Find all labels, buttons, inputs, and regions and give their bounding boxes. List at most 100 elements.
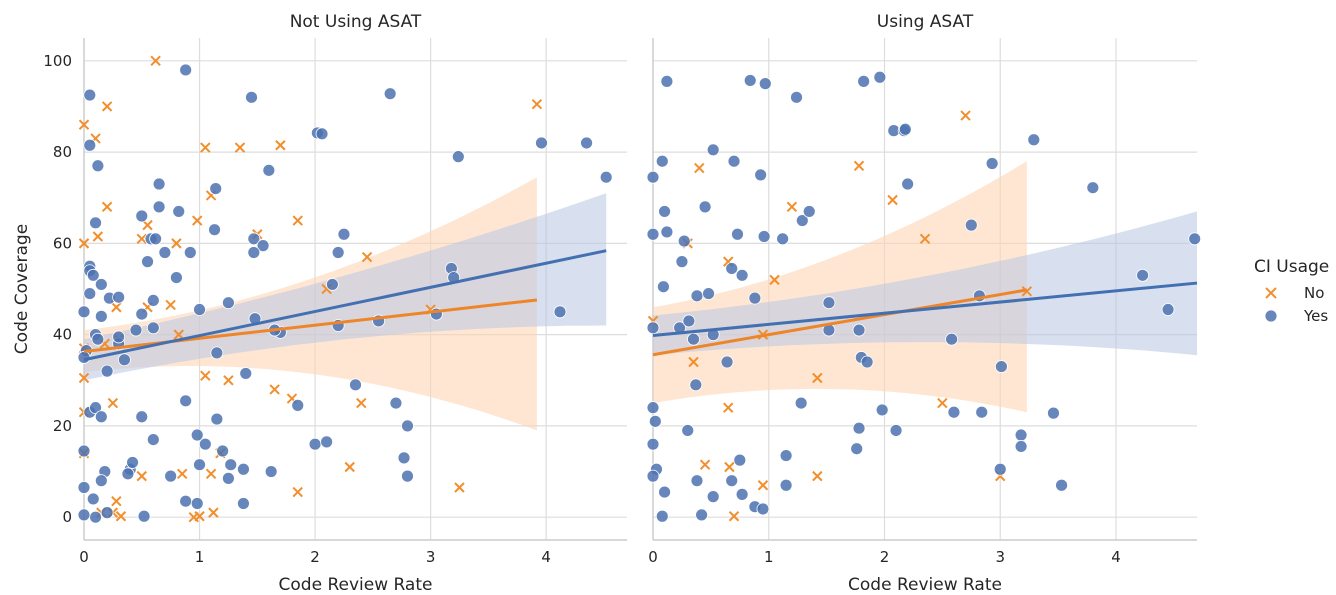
- point-yes: [222, 296, 235, 310]
- point-yes: [100, 506, 114, 520]
- point-yes: [1055, 478, 1068, 492]
- point-yes: [646, 401, 660, 415]
- point-yes: [860, 355, 874, 369]
- point-yes: [331, 246, 345, 259]
- point-yes: [83, 138, 97, 152]
- y-axis-label: Code Coverage: [12, 224, 32, 354]
- point-no: [150, 55, 161, 67]
- point-yes: [158, 246, 172, 259]
- point-no: [275, 140, 286, 151]
- point-yes: [660, 225, 674, 239]
- y-tick-label: 0: [62, 508, 72, 526]
- point-yes: [401, 469, 414, 483]
- point-yes: [889, 424, 903, 437]
- y-tick-label: 100: [43, 52, 72, 70]
- point-yes: [658, 485, 671, 499]
- point-no: [361, 251, 373, 263]
- point-yes: [648, 414, 662, 428]
- point-yes: [1014, 440, 1028, 453]
- legend-title: CI Usage: [1254, 257, 1329, 277]
- point-no: [107, 397, 119, 409]
- point-no: [101, 201, 113, 213]
- y-tick-label: 60: [53, 234, 72, 252]
- x-tick-label: 3: [995, 548, 1005, 566]
- point-yes: [91, 159, 105, 173]
- point-yes: [945, 332, 959, 346]
- point-yes: [748, 291, 762, 305]
- point-yes: [224, 458, 238, 472]
- point-yes: [245, 90, 258, 104]
- legend-marker-no: [1265, 287, 1277, 299]
- point-yes: [89, 401, 102, 415]
- point-yes: [646, 227, 660, 241]
- point-yes: [802, 205, 816, 218]
- point-yes: [735, 487, 749, 501]
- point-yes: [655, 509, 669, 523]
- point-yes: [706, 143, 720, 157]
- point-no: [111, 302, 122, 313]
- point-no: [757, 480, 769, 491]
- point-yes: [389, 396, 403, 410]
- confidence-band-yes: [653, 211, 1197, 356]
- point-yes: [857, 74, 871, 88]
- point-yes: [720, 355, 734, 369]
- point-no: [728, 511, 740, 522]
- point-no: [92, 231, 104, 242]
- point-yes: [852, 421, 866, 435]
- point-yes: [733, 453, 747, 467]
- legend-label-no: No: [1304, 284, 1324, 302]
- point-yes: [993, 462, 1007, 476]
- point-yes: [690, 474, 704, 488]
- point-no: [176, 468, 188, 480]
- point-yes: [689, 378, 703, 392]
- point-yes: [646, 469, 660, 483]
- point-yes: [121, 467, 135, 481]
- point-yes: [1161, 303, 1175, 316]
- point-yes: [179, 494, 193, 508]
- point-yes: [779, 478, 793, 492]
- point-yes: [247, 246, 261, 259]
- point-no: [919, 233, 931, 245]
- point-no: [200, 370, 211, 381]
- point-yes: [690, 289, 704, 303]
- point-yes: [164, 469, 178, 483]
- point-yes: [135, 410, 149, 424]
- x-tick-label: 4: [541, 548, 551, 566]
- point-yes: [1086, 181, 1100, 195]
- point-no: [234, 142, 246, 153]
- x-tick-label: 1: [195, 548, 205, 566]
- point-no: [769, 274, 780, 286]
- point-yes: [198, 437, 212, 451]
- point-no: [115, 511, 127, 522]
- point-yes: [695, 508, 709, 522]
- point-yes: [822, 296, 836, 310]
- point-yes: [687, 332, 700, 346]
- point-no: [812, 372, 823, 384]
- point-yes: [994, 360, 1008, 373]
- y-tick-label: 80: [53, 143, 72, 161]
- trend-line-yes: [652, 281, 1198, 338]
- point-yes: [898, 122, 912, 136]
- confidence-band-no: [653, 161, 1027, 413]
- point-no: [136, 470, 147, 482]
- point-yes: [77, 305, 91, 319]
- point-yes: [875, 403, 889, 417]
- point-yes: [947, 405, 961, 419]
- panel-title: Not Using ASAT: [290, 12, 422, 32]
- x-tick-label: 0: [79, 548, 89, 566]
- point-yes: [239, 367, 253, 380]
- point-no: [723, 402, 734, 413]
- trend-line-yes: [83, 249, 607, 362]
- point-yes: [135, 307, 149, 321]
- point-yes: [1136, 268, 1149, 282]
- point-yes: [89, 510, 102, 524]
- point-yes: [149, 232, 163, 246]
- point-yes: [247, 232, 261, 246]
- point-yes: [146, 294, 160, 307]
- point-yes: [702, 287, 715, 300]
- point-yes: [135, 209, 149, 223]
- point-yes: [1188, 232, 1202, 246]
- point-yes: [646, 321, 660, 335]
- point-yes: [658, 205, 671, 218]
